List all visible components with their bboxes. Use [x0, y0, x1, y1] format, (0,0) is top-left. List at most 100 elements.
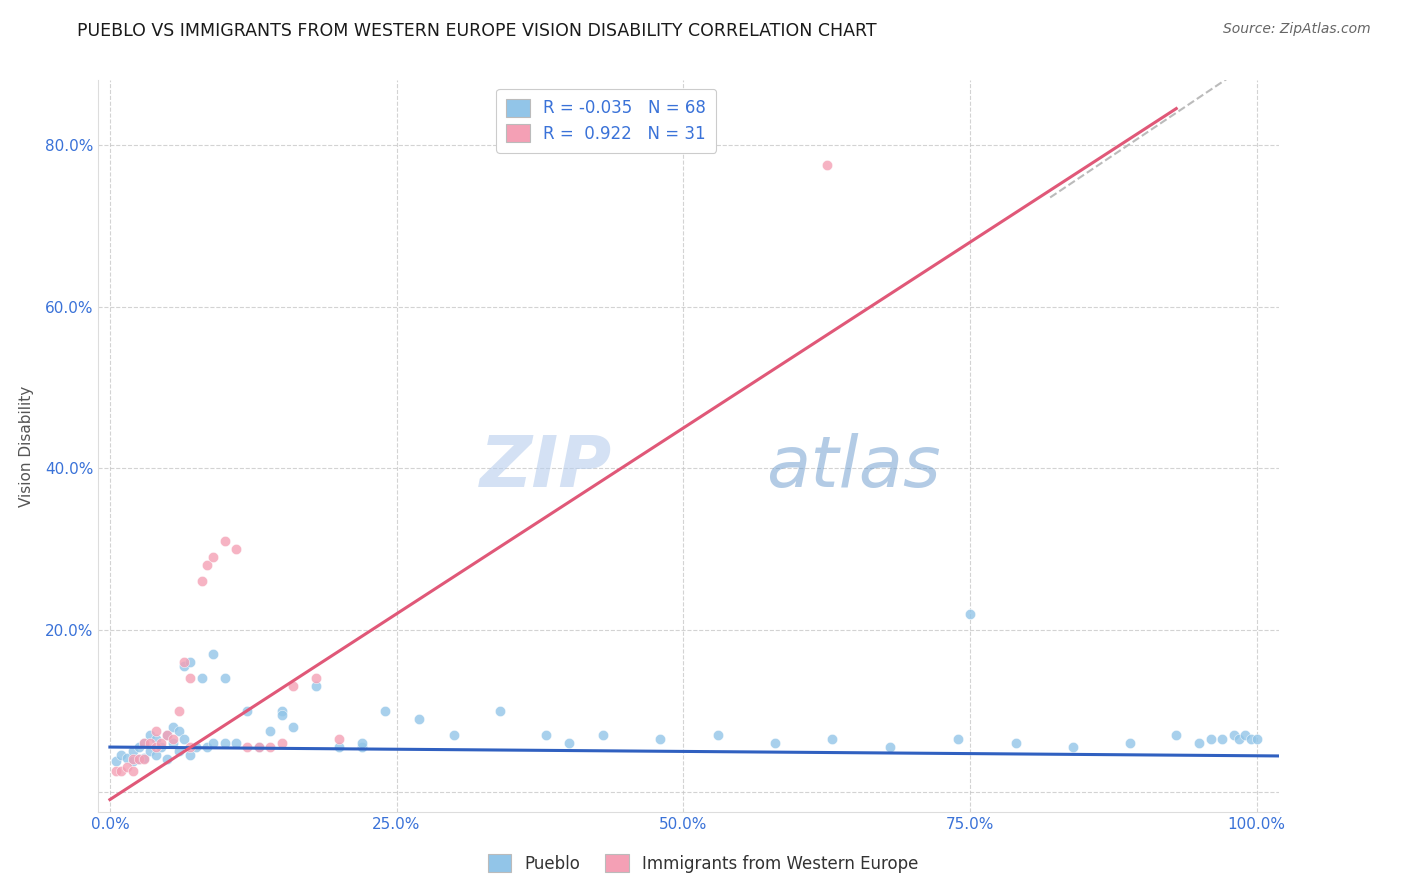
Point — [110, 748, 132, 763]
Point — [110, 764, 132, 779]
Text: PUEBLO VS IMMIGRANTS FROM WESTERN EUROPE VISION DISABILITY CORRELATION CHART: PUEBLO VS IMMIGRANTS FROM WESTERN EUROPE… — [77, 22, 877, 40]
Point — [150, 740, 173, 755]
Point — [115, 750, 138, 764]
Point — [270, 736, 292, 750]
Y-axis label: Vision Disability: Vision Disability — [18, 385, 34, 507]
Point — [121, 744, 143, 758]
Point — [173, 731, 195, 746]
Point — [1222, 728, 1244, 742]
Point — [815, 158, 838, 172]
Point — [150, 736, 173, 750]
Point — [879, 740, 901, 755]
Point — [1166, 728, 1188, 742]
Point — [328, 740, 350, 755]
Point — [202, 647, 225, 661]
Point — [374, 704, 396, 718]
Point — [305, 680, 328, 694]
Point — [706, 728, 728, 742]
Point — [145, 731, 167, 746]
Point — [195, 740, 218, 755]
Point — [534, 728, 557, 742]
Point — [145, 723, 167, 738]
Point — [184, 740, 207, 755]
Point — [190, 671, 212, 685]
Legend: R = -0.035   N = 68, R =  0.922   N = 31: R = -0.035 N = 68, R = 0.922 N = 31 — [496, 88, 716, 153]
Point — [128, 752, 150, 766]
Point — [195, 558, 218, 573]
Point — [179, 740, 201, 755]
Point — [156, 728, 179, 742]
Point — [488, 704, 510, 718]
Text: Source: ZipAtlas.com: Source: ZipAtlas.com — [1223, 22, 1371, 37]
Legend: Pueblo, Immigrants from Western Europe: Pueblo, Immigrants from Western Europe — [481, 847, 925, 880]
Text: atlas: atlas — [766, 434, 941, 502]
Point — [173, 655, 195, 669]
Point — [173, 659, 195, 673]
Point — [1227, 731, 1250, 746]
Point — [121, 754, 143, 768]
Point — [1240, 731, 1263, 746]
Point — [408, 712, 430, 726]
Point — [121, 752, 143, 766]
Point — [179, 748, 201, 763]
Point — [959, 607, 981, 621]
Point — [283, 680, 305, 694]
Point — [121, 764, 143, 779]
Point — [305, 671, 328, 685]
Point — [259, 723, 281, 738]
Point — [236, 704, 259, 718]
Point — [145, 748, 167, 763]
Point — [139, 736, 162, 750]
Point — [134, 750, 156, 764]
Point — [214, 736, 236, 750]
Point — [247, 740, 270, 755]
Point — [592, 728, 614, 742]
Point — [145, 740, 167, 755]
Point — [139, 728, 162, 742]
Point — [179, 655, 201, 669]
Point — [202, 550, 225, 565]
Point — [202, 736, 225, 750]
Point — [214, 671, 236, 685]
Point — [1119, 736, 1142, 750]
Point — [156, 752, 179, 766]
Point — [156, 728, 179, 742]
Point — [104, 754, 127, 768]
Point — [128, 752, 150, 766]
Point — [134, 752, 156, 766]
Point — [948, 731, 970, 746]
Point — [115, 760, 138, 774]
Point — [1211, 731, 1233, 746]
Text: ZIP: ZIP — [479, 434, 612, 502]
Point — [247, 740, 270, 755]
Point — [283, 720, 305, 734]
Point — [270, 704, 292, 718]
Point — [134, 736, 156, 750]
Point — [236, 740, 259, 755]
Point — [139, 744, 162, 758]
Point — [1062, 740, 1084, 755]
Point — [1199, 731, 1222, 746]
Point — [443, 728, 465, 742]
Point — [167, 744, 190, 758]
Point — [225, 736, 247, 750]
Point — [214, 533, 236, 548]
Point — [134, 736, 156, 750]
Point — [352, 740, 374, 755]
Point — [1234, 728, 1257, 742]
Point — [162, 736, 184, 750]
Point — [104, 764, 127, 779]
Point — [190, 574, 212, 589]
Point — [179, 671, 201, 685]
Point — [821, 731, 844, 746]
Point — [650, 731, 672, 746]
Point — [162, 720, 184, 734]
Point — [128, 740, 150, 755]
Point — [1188, 736, 1211, 750]
Point — [328, 731, 350, 746]
Point — [259, 740, 281, 755]
Point — [167, 704, 190, 718]
Point — [1004, 736, 1026, 750]
Point — [270, 707, 292, 722]
Point — [557, 736, 579, 750]
